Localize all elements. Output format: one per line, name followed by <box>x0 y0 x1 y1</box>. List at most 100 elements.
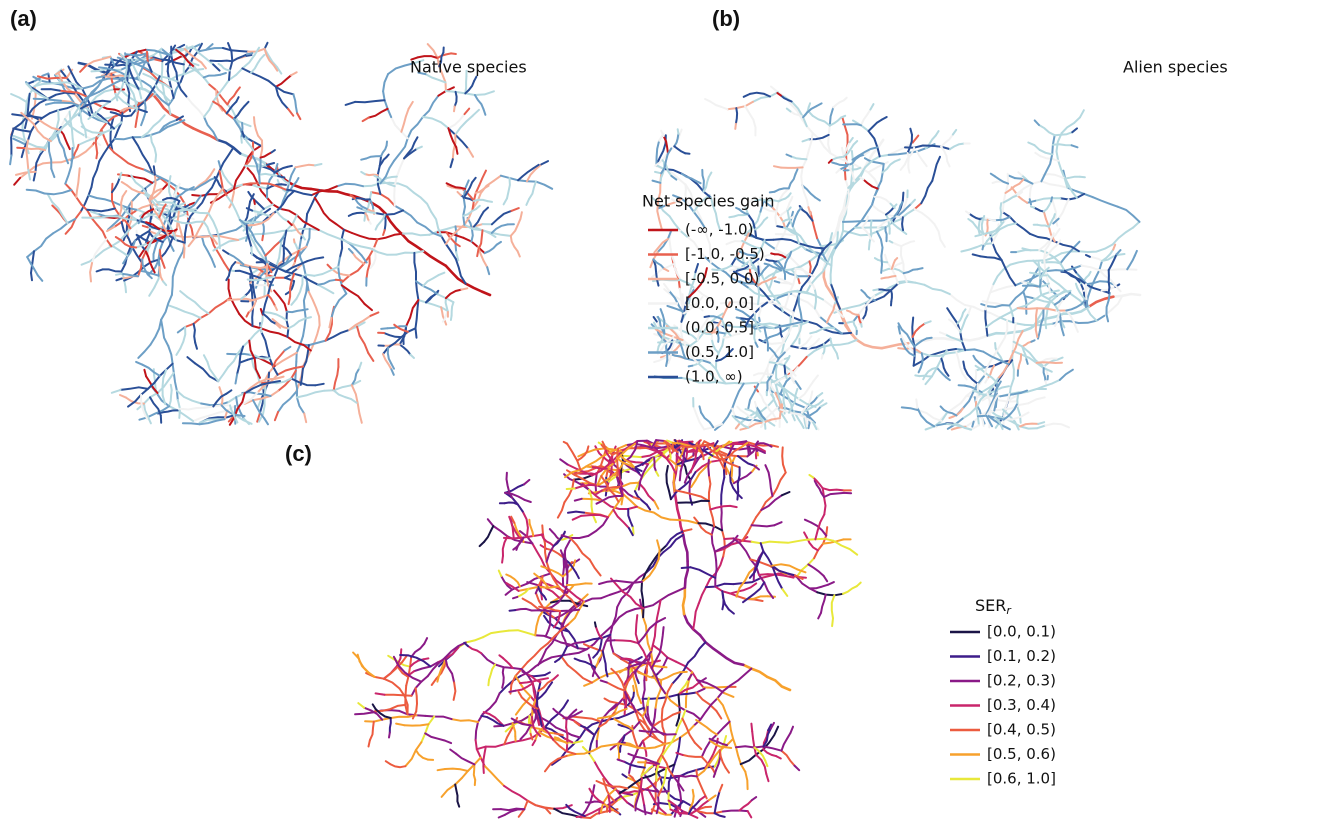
river-segment <box>430 210 443 238</box>
river-segment <box>659 308 664 316</box>
river-segment <box>1084 283 1088 302</box>
river-segment <box>267 212 275 220</box>
river-segment <box>517 690 523 699</box>
river-segment <box>302 308 307 338</box>
river-segment <box>247 294 269 303</box>
river-segment <box>417 71 427 76</box>
river-segment <box>263 229 293 235</box>
river-segment <box>455 752 476 766</box>
river-segment <box>370 191 396 207</box>
river-segment <box>526 799 556 810</box>
river-segment <box>1071 265 1078 274</box>
river-segment <box>770 393 775 400</box>
river-segment <box>1045 261 1062 265</box>
river-segment <box>780 731 792 752</box>
river-segment <box>627 527 634 537</box>
river-segment <box>501 554 504 564</box>
river-segment <box>293 249 300 264</box>
river-segment <box>829 255 833 285</box>
river-segment <box>616 582 634 609</box>
river-segment <box>735 206 741 211</box>
river-segment <box>203 115 219 141</box>
river-segment <box>166 119 186 129</box>
river-segment <box>678 470 682 482</box>
river-segment <box>658 807 667 815</box>
river-segment <box>690 479 697 488</box>
river-segment <box>424 714 453 721</box>
river-segment <box>665 464 669 476</box>
river-segment <box>68 110 74 140</box>
river-segment <box>694 179 702 185</box>
river-segment <box>161 368 168 397</box>
river-segment <box>644 509 672 521</box>
river-segment <box>421 115 450 130</box>
river-segment <box>848 136 854 144</box>
river-segment <box>449 158 454 169</box>
river-segment <box>790 100 808 128</box>
river-segment <box>739 280 746 285</box>
river-segment <box>438 65 447 92</box>
river-segment <box>963 367 979 385</box>
river-segment <box>138 60 147 77</box>
river-segment <box>598 703 618 728</box>
river-segment <box>805 537 835 542</box>
river-segment <box>335 182 364 188</box>
river-segment <box>330 268 351 277</box>
river-segment <box>805 270 825 294</box>
river-segment <box>687 641 707 664</box>
river-segment <box>168 175 172 185</box>
river-segment <box>818 315 843 335</box>
river-segment <box>237 414 246 417</box>
river-segment <box>469 222 474 243</box>
river-segment <box>368 198 375 212</box>
river-segment <box>645 662 649 677</box>
river-segment <box>1012 340 1037 362</box>
river-segment <box>829 337 838 355</box>
river-segment <box>520 696 539 710</box>
river-segment <box>113 136 143 141</box>
legend-label: [0.5, 0.6) <box>987 745 1056 763</box>
river-segment <box>119 386 149 391</box>
river-segment <box>874 282 900 302</box>
river-segment <box>791 414 796 422</box>
river-segment <box>99 76 128 82</box>
river-segment <box>675 660 699 682</box>
river-segment <box>911 335 916 367</box>
river-segment <box>741 260 751 268</box>
river-segment <box>707 171 713 178</box>
river-segment <box>525 198 530 206</box>
river-segment <box>841 300 869 311</box>
river-segment <box>403 147 418 160</box>
river-segment <box>483 525 495 543</box>
river-segment <box>512 546 518 551</box>
river-segment <box>763 216 769 222</box>
river-segment <box>361 116 370 123</box>
legend-title: Net species gain <box>642 192 775 211</box>
river-segment <box>899 332 915 352</box>
river-segment <box>774 382 783 406</box>
river-segment <box>243 100 250 107</box>
river-segment <box>286 335 312 352</box>
river-segment <box>256 398 263 410</box>
river-segment <box>659 586 686 602</box>
river-segment <box>105 67 129 78</box>
river-segment <box>302 282 309 311</box>
river-segment <box>792 285 804 314</box>
river-segment <box>453 90 458 108</box>
river-segment <box>104 58 114 75</box>
river-segment <box>179 326 187 350</box>
river-segment <box>781 226 798 236</box>
river-segment <box>740 442 749 449</box>
river-segment <box>940 357 947 373</box>
river-segment <box>353 197 368 210</box>
river-segment <box>124 52 149 57</box>
river-segment <box>701 174 705 193</box>
river-segment <box>119 53 128 62</box>
river-segment <box>148 203 153 235</box>
river-segment <box>642 739 648 754</box>
river-segment <box>127 82 154 96</box>
river-segment <box>1080 299 1086 306</box>
river-segment <box>241 130 246 138</box>
river-segment <box>844 178 850 207</box>
river-segment <box>912 350 941 357</box>
